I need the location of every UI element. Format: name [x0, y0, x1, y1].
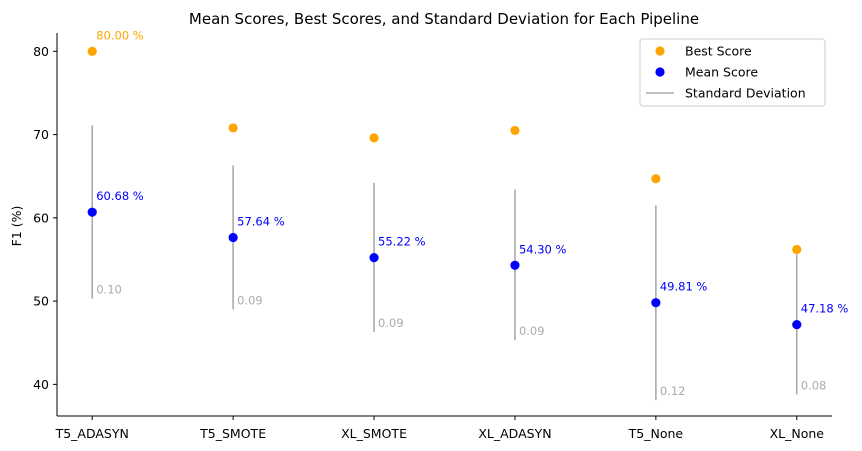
std-dev-label: 0.08: [801, 378, 827, 392]
legend-label: Standard Deviation: [685, 86, 806, 101]
best-score-point: [510, 125, 520, 136]
best-score-point: [792, 244, 802, 255]
mean-score-point: [510, 260, 520, 270]
x-tick-label: XL_None: [770, 426, 825, 441]
y-axis-label: F1 (%): [9, 206, 24, 247]
best-score-point: [228, 123, 238, 133]
std-dev-label: 0.10: [96, 283, 122, 297]
marks: 0.10 0.09 0.09 0.09 0.12 0.08 80.00 % 60.68 % 57…: [87, 28, 849, 401]
mean-score-label: 54.30 %: [519, 242, 567, 256]
mean-score-label: 49.81 %: [660, 280, 708, 294]
x-tick-label: T5_None: [628, 426, 684, 441]
mean-score-point: [369, 253, 379, 263]
x-tick-label: T5_SMOTE: [199, 426, 266, 441]
mean-score-label: 55.22 %: [378, 235, 426, 249]
legend-label: Best Score: [685, 44, 752, 59]
std-dev-label: 0.09: [237, 293, 263, 307]
y-tick-label: 70: [33, 127, 49, 142]
x-tick-label: XL_SMOTE: [341, 426, 407, 441]
y-tick-label: 80: [33, 44, 49, 59]
best-score-point: [87, 46, 97, 56]
mean-score-label: 47.18 %: [801, 302, 849, 316]
std-dev-label: 0.12: [660, 384, 686, 398]
mean-score-point: [651, 298, 661, 308]
mean-score-label: 60.68 %: [96, 189, 144, 203]
legend: Best Score Mean Score Standard Deviation: [639, 38, 826, 107]
legend-swatch-point: [655, 46, 665, 56]
mean-score-label: 57.64 %: [237, 214, 285, 228]
y-tick-label: 40: [33, 377, 49, 392]
std-dev-label: 0.09: [378, 316, 404, 330]
x-tick-label: XL_ADASYN: [478, 426, 551, 441]
y-tick-label: 60: [33, 210, 49, 225]
x-tick-label: T5_ADASYN: [55, 426, 129, 441]
y-tick-label: 50: [33, 294, 49, 309]
legend-label: Mean Score: [685, 65, 758, 80]
chart-title: Mean Scores, Best Scores, and Standard D…: [189, 10, 699, 28]
mean-score-point: [228, 232, 238, 243]
best-score-point: [651, 174, 661, 184]
best-score-label: 80.00 %: [96, 28, 144, 42]
legend-box: [639, 38, 826, 107]
std-dev-label: 0.09: [519, 324, 545, 338]
legend-swatch-point: [655, 67, 665, 77]
axes: 40 50 60 70 80 T5_ADASYN T5_SMOTE XL_SMOTE XL_AD…: [33, 33, 832, 441]
mean-score-point: [792, 319, 802, 330]
best-score-point: [369, 133, 379, 143]
mean-score-point: [87, 207, 97, 217]
